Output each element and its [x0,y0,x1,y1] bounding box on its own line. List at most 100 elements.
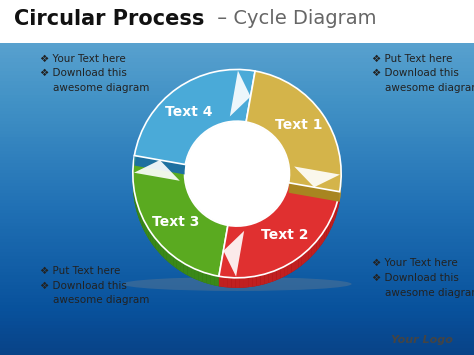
Polygon shape [270,213,271,225]
Polygon shape [219,276,223,287]
Polygon shape [138,135,140,149]
Polygon shape [287,82,290,94]
Polygon shape [223,122,225,133]
Polygon shape [142,217,144,231]
Polygon shape [268,215,270,226]
Polygon shape [199,209,200,221]
Polygon shape [283,197,284,209]
Polygon shape [137,201,138,215]
Polygon shape [192,145,193,157]
Polygon shape [238,226,240,236]
Polygon shape [283,148,284,160]
Polygon shape [297,89,301,101]
Polygon shape [231,278,236,288]
Wedge shape [219,183,339,278]
Polygon shape [340,184,341,198]
Polygon shape [186,81,190,93]
Polygon shape [146,224,148,238]
Polygon shape [280,202,281,214]
Polygon shape [276,268,281,280]
Polygon shape [263,73,267,84]
Polygon shape [284,150,285,162]
Polygon shape [194,142,195,153]
Polygon shape [198,76,201,87]
Polygon shape [273,211,274,222]
Polygon shape [244,122,246,132]
Polygon shape [311,244,314,257]
Polygon shape [216,222,218,233]
Polygon shape [243,225,245,236]
Polygon shape [249,224,251,235]
Polygon shape [277,140,278,151]
Polygon shape [238,70,243,80]
Polygon shape [332,212,334,226]
Polygon shape [187,190,188,202]
Polygon shape [256,125,258,136]
Polygon shape [197,138,198,150]
Polygon shape [254,124,256,135]
Polygon shape [240,278,244,288]
Polygon shape [307,97,310,109]
Polygon shape [155,106,157,120]
Ellipse shape [122,277,352,291]
Polygon shape [302,252,305,265]
Polygon shape [134,189,135,203]
Polygon shape [333,134,335,148]
Polygon shape [305,250,308,263]
Polygon shape [314,241,317,254]
Polygon shape [211,274,215,285]
Polygon shape [247,225,249,235]
Polygon shape [234,226,237,236]
Polygon shape [230,70,234,80]
Polygon shape [208,129,210,140]
Polygon shape [334,208,336,222]
Polygon shape [213,126,215,137]
Polygon shape [264,129,265,140]
Polygon shape [282,199,283,211]
Polygon shape [172,89,175,102]
Text: Your Logo: Your Logo [391,334,453,345]
Polygon shape [199,271,203,282]
Polygon shape [299,255,302,268]
Polygon shape [316,105,319,119]
Polygon shape [135,147,136,162]
Polygon shape [228,225,230,236]
Polygon shape [281,267,284,278]
Polygon shape [237,226,238,236]
Polygon shape [219,124,221,134]
Polygon shape [284,195,285,207]
Polygon shape [157,104,160,117]
Text: ❖ Put Text here
❖ Download this
    awesome diagram: ❖ Put Text here ❖ Download this awesome … [372,54,474,93]
Polygon shape [304,94,307,106]
Polygon shape [179,85,182,97]
Polygon shape [285,154,286,166]
Polygon shape [203,214,205,225]
Polygon shape [163,98,166,110]
Polygon shape [187,154,188,166]
Polygon shape [292,260,295,273]
Polygon shape [206,130,208,141]
Polygon shape [308,247,311,260]
Polygon shape [193,143,194,155]
Polygon shape [141,213,142,227]
Polygon shape [137,139,138,153]
Text: ❖ Your Text here
❖ Download this
    awesome diagram: ❖ Your Text here ❖ Download this awesome… [372,258,474,297]
Text: – Cycle Diagram: – Cycle Diagram [211,9,376,28]
Polygon shape [267,74,271,85]
Polygon shape [301,91,304,104]
Polygon shape [150,113,152,127]
Text: ❖ Put Text here
❖ Download this
    awesome diagram: ❖ Put Text here ❖ Download this awesome … [40,266,150,305]
Polygon shape [317,237,319,251]
Polygon shape [251,70,255,81]
Polygon shape [220,223,222,234]
Polygon shape [279,78,283,90]
Polygon shape [223,277,227,288]
Polygon shape [217,124,219,135]
Polygon shape [210,128,211,139]
Polygon shape [147,117,150,130]
Polygon shape [150,232,153,245]
Polygon shape [187,265,191,277]
Polygon shape [236,121,237,131]
Polygon shape [218,71,222,81]
Polygon shape [191,267,195,279]
